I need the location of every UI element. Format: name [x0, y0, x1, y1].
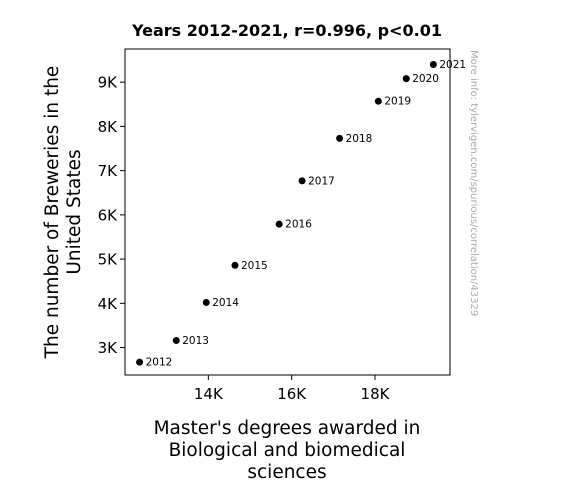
- point-label: 2019: [384, 96, 411, 108]
- chart-title: Years 2012-2021, r=0.996, p<0.01: [131, 21, 442, 40]
- point-label: 2018: [346, 133, 373, 145]
- data-point: [136, 358, 144, 366]
- x-axis-label-line: Master's degrees awarded in: [154, 418, 421, 439]
- data-point: [336, 134, 344, 142]
- y-axis-label-line: The number of Breweries in the: [42, 66, 63, 360]
- plot-area: [124, 48, 451, 376]
- data-point: [402, 75, 410, 83]
- y-axis: 3K 4K 5K 6K 7K 8K 9K: [98, 74, 125, 357]
- x-axis: 14K 16K 18K: [194, 375, 391, 403]
- point-label: 2013: [182, 335, 209, 347]
- point-label: 2016: [285, 219, 312, 231]
- y-tick-label: 7K: [98, 162, 119, 180]
- x-axis-label-line: Biological and biomedical: [169, 440, 406, 461]
- data-point: [202, 298, 210, 306]
- watermark-text: More info: tylervigen.com/spurious/corre…: [468, 50, 479, 316]
- y-tick-label: 3K: [98, 339, 119, 357]
- point-label: 2021: [439, 59, 466, 71]
- data-point: [298, 177, 306, 185]
- data-point: [374, 97, 382, 105]
- y-tick-label: 8K: [98, 118, 119, 136]
- point-label: 2015: [241, 260, 268, 272]
- x-tick-label: 16K: [277, 385, 307, 403]
- data-point: [429, 60, 437, 68]
- y-tick-label: 9K: [98, 74, 119, 92]
- y-axis-label: The number of Breweries in theUnited Sta…: [42, 66, 85, 360]
- x-axis-label-line: sciences: [247, 462, 326, 483]
- data-point: [231, 261, 239, 269]
- y-tick-label: 4K: [98, 295, 119, 313]
- data-point: [172, 336, 180, 344]
- point-label: 2014: [212, 297, 239, 309]
- x-tick-label: 18K: [361, 385, 391, 403]
- x-axis-label: Master's degrees awarded in Biological an…: [154, 418, 421, 483]
- y-axis-label-line: United States: [64, 149, 85, 274]
- y-tick-label: 5K: [98, 251, 119, 269]
- point-label: 2020: [412, 73, 439, 85]
- data-point: [275, 220, 283, 228]
- y-tick-label: 6K: [98, 206, 119, 224]
- point-label: 2012: [146, 357, 173, 369]
- point-label: 2017: [308, 175, 335, 187]
- x-tick-label: 14K: [194, 385, 224, 403]
